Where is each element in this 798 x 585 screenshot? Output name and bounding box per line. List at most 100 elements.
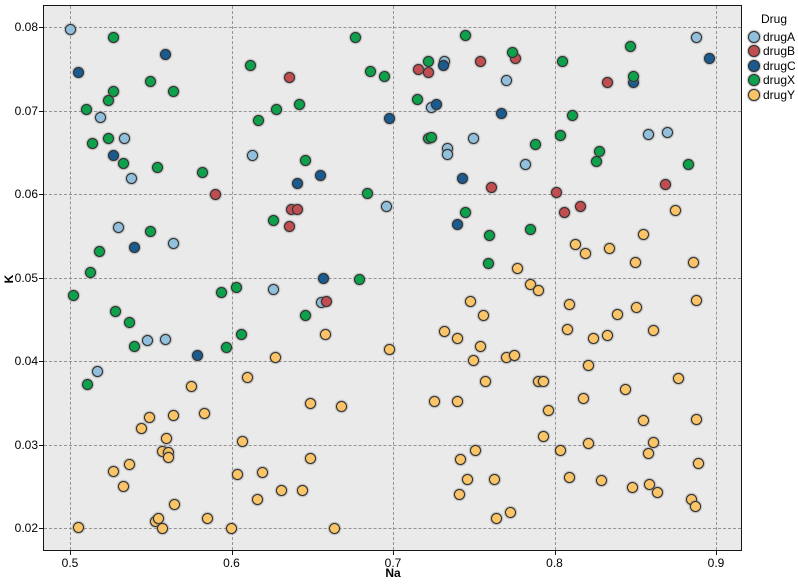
- data-point-drugX[interactable]: [628, 70, 640, 82]
- data-point-drugY[interactable]: [468, 354, 480, 366]
- data-point-drugA[interactable]: [119, 133, 131, 145]
- data-point-drugY[interactable]: [637, 229, 649, 241]
- data-point-drugY[interactable]: [185, 380, 197, 392]
- data-point-drugY[interactable]: [508, 350, 520, 362]
- data-point-drugX[interactable]: [103, 132, 115, 144]
- data-point-drugX[interactable]: [235, 328, 247, 340]
- data-point-drugX[interactable]: [482, 257, 494, 269]
- data-point-drugC[interactable]: [456, 172, 468, 184]
- data-point-drugX[interactable]: [117, 158, 129, 170]
- data-point-drugY[interactable]: [143, 412, 155, 424]
- data-point-drugY[interactable]: [505, 506, 517, 518]
- data-point-drugY[interactable]: [256, 466, 268, 478]
- data-point-drugB[interactable]: [284, 72, 296, 84]
- data-point-drugY[interactable]: [384, 343, 396, 355]
- data-point-drugY[interactable]: [305, 398, 317, 410]
- data-point-drugX[interactable]: [196, 166, 208, 178]
- data-point-drugY[interactable]: [644, 479, 656, 491]
- data-point-drugB[interactable]: [660, 179, 672, 191]
- data-point-drugY[interactable]: [670, 205, 682, 217]
- data-point-drugX[interactable]: [566, 110, 578, 121]
- data-point-drugY[interactable]: [620, 383, 632, 395]
- data-point-drugB[interactable]: [602, 76, 614, 88]
- data-point-drugY[interactable]: [474, 341, 486, 353]
- data-point-drugY[interactable]: [647, 437, 659, 449]
- data-point-drugY[interactable]: [524, 278, 536, 290]
- data-point-drugY[interactable]: [629, 256, 641, 268]
- data-point-drugY[interactable]: [297, 484, 309, 496]
- data-point-drugY[interactable]: [537, 375, 549, 387]
- data-point-drugY[interactable]: [555, 444, 567, 456]
- data-point-drugA[interactable]: [64, 24, 76, 35]
- data-point-drugA[interactable]: [112, 221, 124, 233]
- data-point-drugY[interactable]: [124, 459, 136, 471]
- data-point-drugY[interactable]: [537, 430, 549, 442]
- data-point-drugY[interactable]: [226, 522, 237, 534]
- data-point-drugB[interactable]: [284, 221, 296, 233]
- data-point-drugY[interactable]: [201, 513, 213, 525]
- data-point-drugX[interactable]: [124, 317, 136, 329]
- data-point-drugA[interactable]: [91, 365, 103, 377]
- data-point-drugX[interactable]: [67, 290, 79, 302]
- data-point-drugC[interactable]: [292, 177, 304, 189]
- data-point-drugY[interactable]: [108, 465, 120, 477]
- data-point-drugX[interactable]: [129, 341, 141, 353]
- data-point-drugY[interactable]: [169, 499, 181, 511]
- data-point-drugX[interactable]: [423, 55, 435, 67]
- data-point-drugC[interactable]: [318, 272, 330, 284]
- data-point-drugY[interactable]: [455, 454, 467, 466]
- data-point-drugY[interactable]: [692, 458, 704, 470]
- data-point-drugY[interactable]: [319, 328, 331, 340]
- data-point-drugC[interactable]: [437, 59, 449, 71]
- data-point-drugY[interactable]: [673, 373, 685, 385]
- data-point-drugY[interactable]: [511, 262, 523, 274]
- data-point-drugB[interactable]: [321, 296, 333, 308]
- data-point-drugX[interactable]: [353, 273, 365, 285]
- data-point-drugB[interactable]: [292, 204, 304, 216]
- data-point-drugX[interactable]: [108, 85, 120, 97]
- data-point-drugX[interactable]: [103, 94, 115, 106]
- data-point-drugY[interactable]: [631, 302, 643, 314]
- data-point-drugY[interactable]: [602, 329, 614, 341]
- data-point-drugY[interactable]: [647, 325, 659, 337]
- data-point-drugY[interactable]: [691, 294, 703, 306]
- data-point-drugX[interactable]: [361, 187, 373, 199]
- data-point-drugX[interactable]: [484, 230, 496, 242]
- data-point-drugX[interactable]: [557, 55, 569, 67]
- data-point-drugX[interactable]: [555, 130, 567, 142]
- data-point-drugC[interactable]: [384, 113, 396, 125]
- data-point-drugX[interactable]: [109, 306, 121, 318]
- data-point-drugY[interactable]: [563, 471, 575, 483]
- data-point-drugX[interactable]: [460, 29, 472, 41]
- data-point-drugA[interactable]: [691, 31, 703, 43]
- data-point-drugC[interactable]: [314, 170, 326, 182]
- data-point-drugY[interactable]: [587, 332, 599, 344]
- data-point-drugY[interactable]: [579, 247, 591, 259]
- data-point-drugA[interactable]: [381, 201, 393, 213]
- data-point-drugA[interactable]: [159, 333, 171, 345]
- data-point-drugY[interactable]: [469, 444, 481, 456]
- data-point-drugY[interactable]: [276, 484, 288, 496]
- data-point-drugY[interactable]: [305, 453, 317, 465]
- data-point-drugX[interactable]: [216, 287, 228, 299]
- data-point-drugY[interactable]: [329, 522, 341, 534]
- data-point-drugX[interactable]: [529, 139, 541, 151]
- data-point-drugB[interactable]: [474, 55, 486, 67]
- data-point-drugC[interactable]: [72, 66, 84, 78]
- data-point-drugX[interactable]: [245, 59, 257, 71]
- data-point-drugX[interactable]: [350, 32, 362, 44]
- data-point-drugY[interactable]: [198, 408, 210, 420]
- data-point-drugY[interactable]: [689, 500, 701, 512]
- data-point-drugX[interactable]: [411, 94, 423, 106]
- data-point-drugC[interactable]: [192, 350, 204, 362]
- data-point-drugY[interactable]: [237, 435, 249, 447]
- data-point-drugY[interactable]: [117, 480, 129, 492]
- data-point-drugX[interactable]: [93, 246, 105, 258]
- data-point-drugC[interactable]: [159, 49, 171, 61]
- data-point-drugY[interactable]: [452, 396, 464, 408]
- data-point-drugY[interactable]: [439, 326, 451, 338]
- data-point-drugA[interactable]: [442, 149, 454, 161]
- data-point-drugY[interactable]: [603, 242, 615, 254]
- data-point-drugX[interactable]: [300, 155, 312, 167]
- data-point-drugY[interactable]: [626, 482, 638, 494]
